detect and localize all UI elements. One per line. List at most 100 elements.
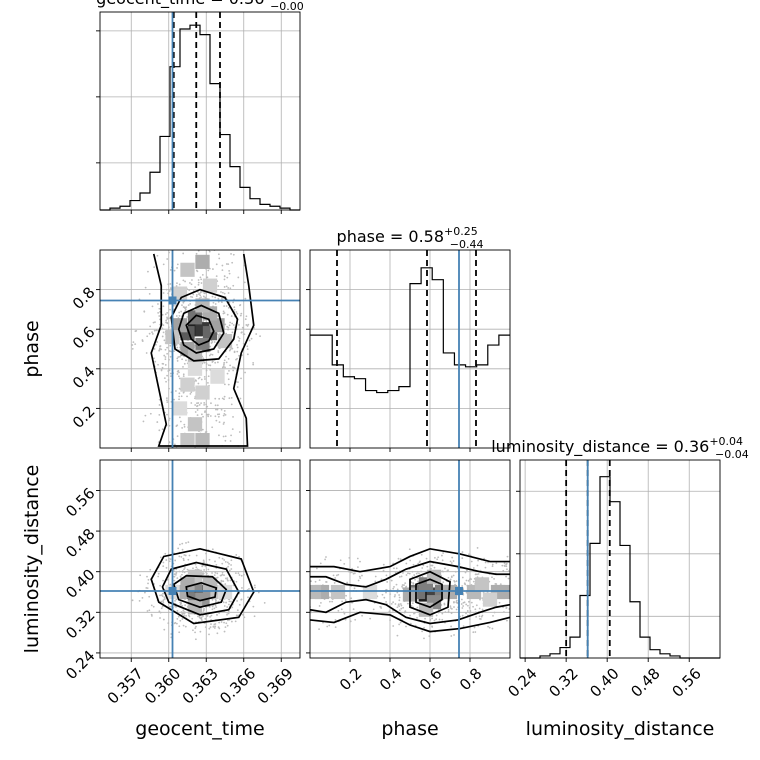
sample-point [227, 612, 230, 615]
sample-point [164, 356, 167, 358]
sample-point [194, 563, 197, 566]
sample-point [407, 572, 409, 575]
sample-point [204, 571, 207, 573]
sample-point [450, 625, 452, 628]
sample-point [481, 608, 484, 611]
sample-point [481, 614, 484, 617]
sample-point [166, 258, 169, 260]
sample-point [402, 571, 404, 574]
sample-point [425, 557, 428, 560]
sample-point [165, 380, 167, 383]
sample-point [181, 462, 183, 464]
sample-point [164, 358, 167, 361]
sample-point [466, 569, 468, 572]
sample-point [406, 602, 409, 605]
sample-point [161, 327, 164, 330]
sample-point [178, 371, 180, 374]
sample-point [209, 615, 211, 618]
sample-point [235, 311, 238, 313]
sample-point [238, 337, 241, 340]
sample-point [173, 398, 175, 401]
sample-point [227, 383, 230, 386]
sample-point [200, 413, 203, 416]
sample-point [450, 612, 453, 615]
sample-point [194, 631, 196, 634]
sample-point [399, 603, 402, 605]
sample-point [148, 332, 151, 335]
sample-point [239, 314, 242, 317]
sample-point [527, 573, 529, 575]
sample-point [533, 566, 535, 568]
sample-point [481, 597, 484, 600]
sample-point [215, 599, 217, 602]
sample-point [342, 611, 345, 614]
sample-point [242, 342, 245, 345]
y-axis-label-phase: phase [21, 320, 43, 377]
sample-point [461, 585, 464, 587]
sample-point [324, 558, 327, 561]
sample-point [148, 609, 151, 612]
sample-point [177, 615, 180, 618]
sample-point [303, 608, 305, 610]
sample-point [531, 571, 533, 573]
sample-point [169, 269, 172, 271]
sample-point [232, 324, 235, 326]
sample-point [253, 615, 256, 618]
sample-point [203, 402, 206, 404]
sample-point [210, 353, 212, 356]
sample-point [233, 366, 235, 369]
sample-point [304, 562, 306, 564]
sample-point [195, 554, 198, 557]
sample-point [230, 403, 233, 406]
sample-point [141, 340, 144, 343]
sample-point [158, 414, 161, 416]
sample-point [144, 414, 147, 417]
contour-level-2 [170, 288, 239, 362]
sample-point [420, 570, 422, 573]
sample-point [181, 542, 184, 545]
sample-point [185, 455, 187, 457]
sample-point [170, 375, 172, 378]
sample-point [214, 397, 217, 400]
title-main: geocent_time = 0.36 [96, 0, 264, 9]
sample-point [131, 599, 134, 602]
sample-point [472, 631, 475, 634]
density-cell [195, 254, 210, 269]
sample-point [203, 561, 205, 563]
sample-point [237, 572, 240, 575]
sample-point [450, 576, 453, 579]
sample-point [216, 404, 219, 407]
sample-point [197, 402, 200, 404]
sample-point [416, 616, 418, 619]
sample-point [257, 591, 260, 594]
sample-point [468, 606, 471, 609]
sample-point [507, 570, 510, 573]
sample-point [197, 283, 200, 286]
sample-point [224, 583, 227, 585]
panel-frame [99, 459, 301, 659]
sample-point [148, 595, 151, 598]
sample-point [182, 611, 185, 613]
sample-point [222, 310, 225, 313]
y-tick-label-phase: 0.4 [69, 363, 99, 393]
sample-point [168, 557, 170, 560]
sample-point [223, 286, 226, 288]
sample-point [187, 614, 190, 617]
sample-point [224, 366, 226, 369]
sample-point [182, 609, 185, 612]
sample-point [318, 628, 320, 631]
sample-point [505, 606, 508, 609]
sample-point [162, 263, 165, 266]
panel-title-phase: phase = 0.58+0.25 −0.44 [337, 225, 484, 251]
sample-point [149, 325, 152, 328]
sample-point [157, 312, 160, 314]
sample-point [397, 604, 400, 607]
sample-point [398, 609, 401, 612]
sample-point [211, 599, 214, 601]
sample-point [252, 605, 255, 608]
sample-point [246, 348, 249, 351]
sample-point [282, 596, 284, 598]
sample-point [158, 429, 161, 432]
sample-point [167, 326, 170, 329]
sample-point [228, 301, 231, 303]
